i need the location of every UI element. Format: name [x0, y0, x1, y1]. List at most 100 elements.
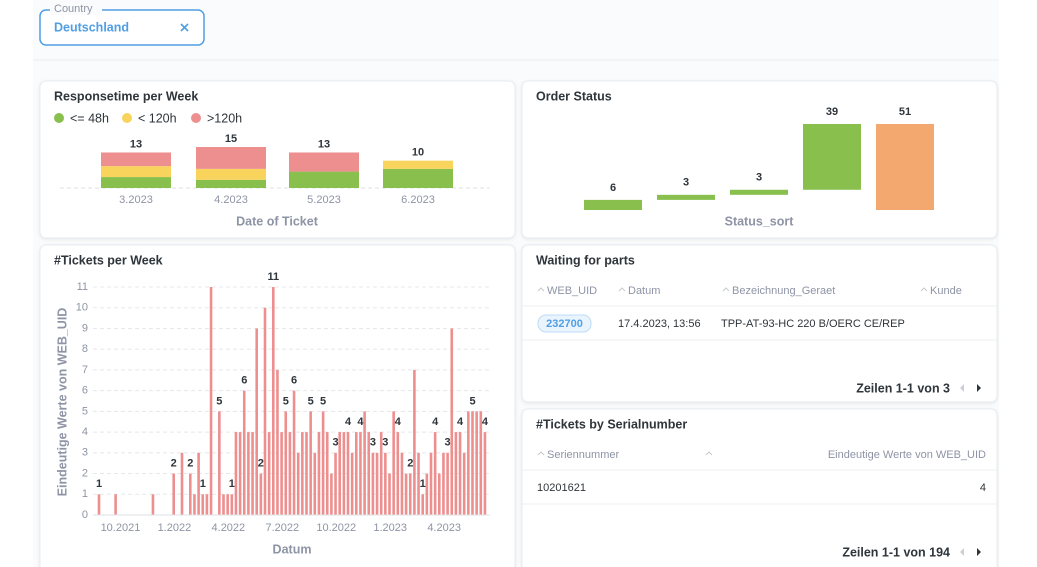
x-tick-label: 1.2022 [158, 522, 192, 534]
value-label: 1 [229, 478, 235, 490]
column-header[interactable]: WEB_UID [547, 285, 597, 297]
cell: 17.4.2023, 13:56 [618, 318, 701, 330]
y-tick-label: 5 [82, 405, 88, 417]
bar [396, 432, 400, 515]
value-label: 1 [200, 478, 206, 490]
bar [280, 432, 283, 515]
value-label: 3 [382, 437, 388, 449]
bar [325, 432, 329, 515]
bar [301, 432, 304, 515]
bar [255, 328, 258, 515]
bar-segment [196, 147, 266, 169]
value-label: 3 [683, 177, 689, 189]
bar [471, 411, 474, 515]
value-label: 6 [241, 375, 247, 387]
bar-segment [289, 152, 359, 172]
prev-page[interactable] [960, 384, 964, 392]
bar [433, 432, 437, 515]
bar [230, 494, 234, 515]
bar [454, 432, 458, 515]
card [39, 80, 516, 239]
column-header[interactable]: Kunde [930, 285, 962, 297]
bar [400, 452, 404, 515]
cell[interactable]: 232700 [546, 318, 583, 330]
column-header[interactable]: Datum [628, 285, 660, 297]
next-page[interactable] [977, 384, 981, 392]
bar [363, 411, 366, 515]
bar [342, 432, 346, 515]
bar [193, 494, 196, 515]
x-tick-label: 10.2022 [316, 522, 356, 534]
bar-segment [101, 177, 171, 188]
bar [730, 189, 788, 195]
value-label: 4 [432, 416, 439, 428]
bar [313, 452, 317, 515]
bar [392, 411, 395, 515]
value-label: 3 [756, 172, 762, 184]
sort-icon [537, 451, 545, 456]
value-label: 5 [308, 395, 314, 407]
x-tick-label: 4.2023 [214, 194, 248, 206]
bar [429, 452, 433, 515]
value-label: 2 [187, 457, 193, 469]
legend-label: < 120h [138, 111, 177, 125]
bar [180, 452, 184, 515]
value-label: 4 [345, 416, 352, 428]
filter-box[interactable] [39, 9, 205, 46]
legend-label: >120h [207, 111, 242, 125]
bar [334, 452, 337, 515]
bar [408, 473, 412, 515]
column-header[interactable]: Bezeichnung_Geraet [732, 285, 835, 297]
y-tick-label: 6 [82, 385, 88, 397]
bar [338, 432, 341, 515]
value-label: 51 [899, 106, 911, 118]
bar [284, 411, 288, 515]
bar [450, 328, 454, 515]
bar [226, 494, 229, 515]
bar [371, 452, 375, 515]
bar [205, 494, 209, 515]
card-title: #Tickets per Week [54, 253, 163, 267]
id-pill[interactable] [537, 314, 592, 333]
bar [218, 411, 221, 515]
column-header[interactable]: Eindeutige Werte von WEB_UID [828, 449, 986, 461]
bar [475, 411, 478, 515]
bar [272, 287, 275, 515]
sort-icon [920, 287, 928, 292]
bar [417, 452, 420, 515]
total-label: 13 [318, 138, 330, 150]
value-label: 2 [171, 457, 177, 469]
bar-segment [101, 166, 171, 178]
value-label: 4 [357, 416, 364, 428]
legend-swatch [54, 113, 64, 123]
next-page[interactable] [977, 548, 981, 556]
legend-swatch [191, 113, 201, 123]
bar [288, 432, 292, 515]
filter-label: Country [54, 3, 93, 15]
bar [384, 452, 387, 515]
x-tick-label: 5.2023 [307, 194, 341, 206]
filter-clear[interactable] [180, 23, 189, 32]
x-axis-title: Status_sort [725, 214, 795, 228]
total-label: 13 [130, 138, 142, 150]
bar [442, 452, 445, 515]
bar [238, 432, 242, 515]
x-tick-label: 10.2021 [101, 522, 141, 534]
bar [438, 473, 441, 515]
prev-page[interactable] [960, 548, 964, 556]
value-label: 2 [407, 457, 413, 469]
bar [267, 432, 271, 515]
column-header[interactable]: Seriennummer [547, 449, 619, 461]
bar [404, 473, 408, 515]
x-tick-label: 7.2022 [265, 522, 299, 534]
bar [292, 390, 296, 515]
value-label: 4 [482, 416, 489, 428]
x-tick-label: 4.2023 [427, 522, 461, 534]
bar [172, 473, 175, 515]
value-label: 1 [420, 478, 426, 490]
card-title: Order Status [536, 89, 612, 103]
x-tick-label: 1.2023 [373, 522, 407, 534]
legend-label: <= 48h [70, 111, 109, 125]
sort-icon [722, 287, 730, 292]
